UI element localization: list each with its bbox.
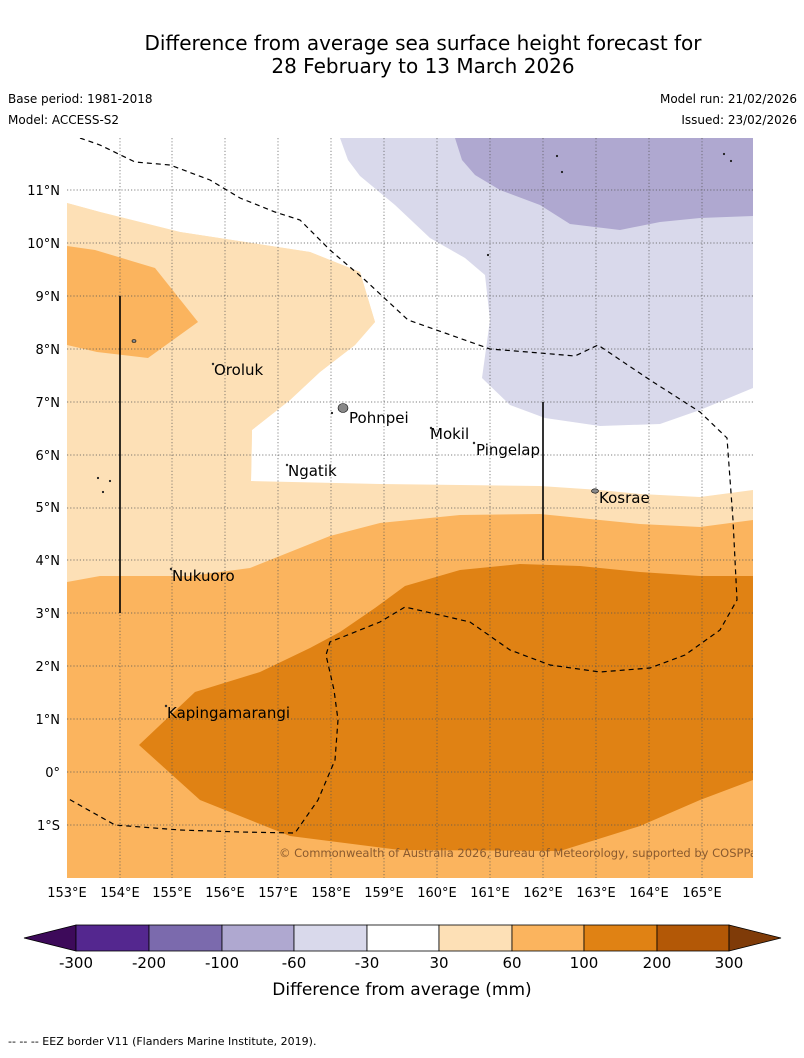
band-100-200 [139, 564, 753, 851]
islands [96, 152, 733, 708]
model-run-date: Model run: 21/02/2026 [659, 92, 797, 106]
place-label-pohnpei: Pohnpei [349, 409, 409, 427]
oroluk-island [211, 362, 215, 366]
graticule [67, 138, 753, 878]
small-island-3 [96, 476, 100, 480]
colorbar-segment [438, 924, 513, 952]
lon-label: 162°E [523, 886, 563, 901]
lon-label: 165°E [682, 886, 722, 901]
colorbar-segment [221, 924, 295, 952]
lat-label: 8°N [36, 343, 61, 358]
lon-label: 155°E [152, 886, 192, 901]
small-island-9 [722, 152, 726, 156]
band-30-60-southwest [67, 400, 162, 508]
model-name: Model: ACCESS-S2 [8, 113, 120, 127]
pingelap-island [472, 441, 476, 445]
latitude-labels: 11°N 10°N 9°N 8°N 7°N 6°N 5°N 4°N 3°N 2°… [27, 184, 60, 834]
lon-label: 156°E [205, 886, 245, 901]
title-line-2: 28 February to 13 March 2026 [271, 54, 575, 78]
lat-label: 1°S [37, 819, 60, 834]
small-island-4 [101, 490, 105, 494]
colorbar-extend-low [23, 924, 77, 952]
place-label-nukuoro: Nukuoro [172, 567, 235, 585]
base-period: Base period: 1981-2018 [8, 92, 153, 106]
lon-label: 157°E [258, 886, 298, 901]
colorbar-segment [511, 924, 585, 952]
copyright-notice: © Commonwealth of Australia 2026, Bureau… [279, 846, 763, 860]
small-island-8 [560, 170, 564, 174]
lat-label: 6°N [36, 449, 61, 464]
lon-label: 153°E [47, 886, 87, 901]
place-label-kosrae: Kosrae [599, 489, 650, 507]
lon-label: 161°E [470, 886, 510, 901]
lon-label: 160°E [417, 886, 457, 901]
colorbar-tick: 30 [429, 954, 448, 972]
colorbar-tick: -200 [132, 954, 166, 972]
place-label-mokil: Mokil [430, 425, 469, 443]
map-area: Oroluk Pohnpei Mokil Pingelap Ngatik Kos… [67, 138, 763, 878]
lon-label: 164°E [629, 886, 669, 901]
eez-border [67, 138, 738, 834]
kosrae-island [591, 488, 599, 494]
issued-date: Issued: 23/02/2026 [681, 113, 797, 127]
colorbar-label: Difference from average (mm) [272, 980, 531, 1000]
colorbar-tick: -300 [59, 954, 93, 972]
lat-label: 7°N [36, 396, 61, 411]
colorbar-tick: -30 [355, 954, 380, 972]
colorbar-tick: 200 [643, 954, 672, 972]
title-line-1: Difference from average sea surface heig… [144, 31, 702, 55]
place-labels: Oroluk Pohnpei Mokil Pingelap Ngatik Kos… [167, 361, 650, 722]
lat-label: 11°N [27, 184, 60, 199]
colorbar-extend-high [728, 924, 782, 952]
colorbar-segment [293, 924, 368, 952]
small-island-7 [555, 154, 559, 158]
kapingamarangi-island [164, 704, 168, 708]
lat-label: 1°N [36, 713, 61, 728]
lon-label: 158°E [311, 886, 351, 901]
colorbar [23, 924, 782, 952]
band-60-100-northwest [67, 246, 198, 358]
small-island-2 [330, 411, 334, 415]
colorbar-segment [75, 924, 150, 952]
colorbar-tick: 60 [502, 954, 521, 972]
place-label-oroluk: Oroluk [214, 361, 263, 379]
lat-label: 0° [45, 766, 60, 781]
colorbar-ticks: -300 -200 -100 -60 -30 30 60 100 200 300 [59, 954, 743, 972]
lat-label: 10°N [27, 237, 60, 252]
small-island-1 [131, 339, 137, 343]
colorbar-tick: 100 [570, 954, 599, 972]
lat-label: 3°N [36, 607, 61, 622]
colorbar-segment [656, 924, 730, 952]
colorbar-tick: -100 [205, 954, 239, 972]
place-label-ngatik: Ngatik [288, 462, 337, 480]
colorbar-tick: -60 [282, 954, 307, 972]
mokil-island [429, 426, 433, 430]
pohnpei-island [337, 403, 349, 413]
nukuoro-island [169, 567, 173, 571]
colorbar-tick: 300 [715, 954, 744, 972]
place-label-pingelap: Pingelap [476, 441, 540, 459]
colorbar-segment [148, 924, 223, 952]
small-island-6 [486, 253, 490, 257]
lon-label: 163°E [576, 886, 616, 901]
lat-label: 2°N [36, 660, 61, 675]
lon-label: 159°E [364, 886, 404, 901]
colorbar-segment [583, 924, 658, 952]
longitude-labels: 153°E 154°E 155°E 156°E 157°E 158°E 159°… [47, 886, 722, 901]
small-island-5 [108, 479, 112, 483]
lat-label: 9°N [36, 290, 61, 305]
ngatik-island [285, 463, 289, 467]
eez-footnote: -- -- -- EEZ border V11 (Flanders Marine… [8, 1035, 317, 1048]
band-neg60-neg100 [455, 138, 753, 230]
colorbar-segment [366, 924, 440, 952]
lon-label: 154°E [100, 886, 140, 901]
small-island-10 [729, 159, 733, 163]
lat-label: 5°N [36, 501, 61, 516]
place-label-kapingamarangi: Kapingamarangi [167, 704, 290, 722]
chart-title: Difference from average sea surface heig… [0, 32, 804, 78]
lat-label: 4°N [36, 554, 61, 569]
